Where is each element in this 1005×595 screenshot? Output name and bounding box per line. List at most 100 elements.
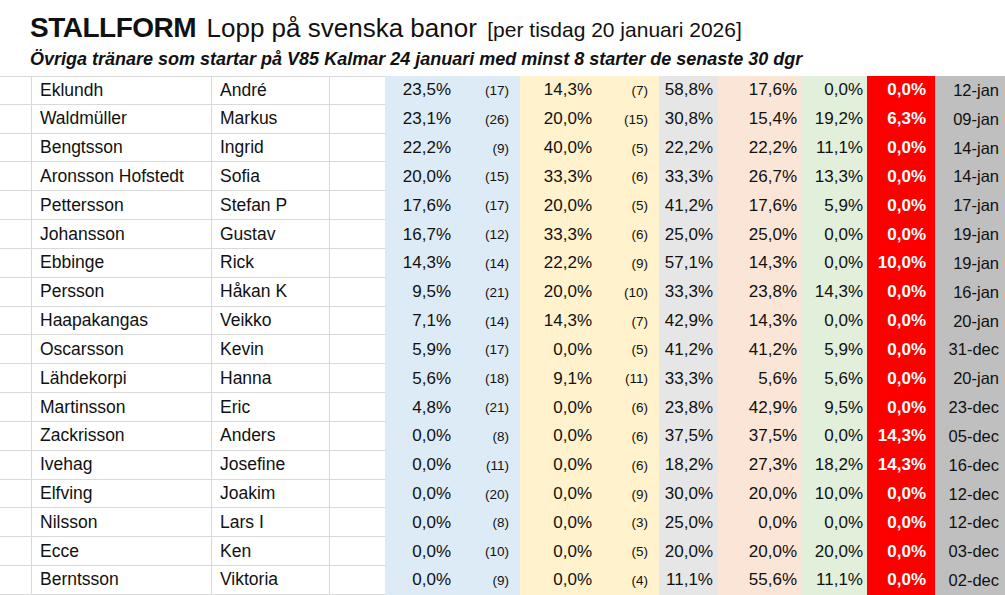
cell-count-blue[interactable]: (20) [457, 480, 520, 509]
cell-last-start-date[interactable]: 16-dec [935, 451, 1005, 480]
cell-lastname[interactable]: Waldmüller [32, 105, 212, 134]
cell-spacer[interactable] [330, 162, 385, 191]
table-row[interactable]: Bengtsson Ingrid 22,2% (9) 40,0% (5) 22,… [0, 134, 1005, 163]
cell-count-yellow[interactable]: (6) [600, 422, 659, 451]
cell-pct-gray[interactable]: 30,8% [659, 105, 718, 134]
cell-pct-gray[interactable]: 20,0% [659, 537, 718, 566]
cell-last-start-date[interactable]: 20-jan [935, 307, 1005, 336]
cell-pct-green[interactable]: 0,0% [801, 307, 867, 336]
cell-pct-green[interactable]: 10,0% [801, 480, 867, 509]
cell-spacer[interactable] [330, 220, 385, 249]
cell-pct-green[interactable]: 5,6% [801, 364, 867, 393]
cell-pct-blue[interactable]: 14,3% [385, 249, 457, 278]
cell-lastname[interactable]: Oscarsson [32, 335, 212, 364]
cell-last-start-date[interactable]: 16-jan [935, 278, 1005, 307]
cell-rownum-empty[interactable] [0, 307, 32, 336]
cell-pct-yellow[interactable]: 0,0% [520, 537, 600, 566]
cell-count-yellow[interactable]: (5) [600, 537, 659, 566]
cell-pct-green[interactable]: 0,0% [801, 76, 867, 105]
cell-pct-green[interactable]: 9,5% [801, 393, 867, 422]
cell-pct-pink[interactable]: 42,9% [718, 393, 801, 422]
table-row[interactable]: Eklundh André 23,5% (17) 14,3% (7) 58,8%… [0, 76, 1005, 105]
cell-last-start-date[interactable]: 23-dec [935, 393, 1005, 422]
cell-firstname[interactable]: Rick [212, 249, 330, 278]
cell-pct-green[interactable]: 0,0% [801, 220, 867, 249]
cell-count-yellow[interactable]: (6) [600, 451, 659, 480]
cell-spacer[interactable] [330, 480, 385, 509]
cell-rownum-empty[interactable] [0, 364, 32, 393]
cell-lastname[interactable]: Pettersson [32, 191, 212, 220]
cell-spacer[interactable] [330, 278, 385, 307]
cell-pct-blue[interactable]: 23,5% [385, 76, 457, 105]
cell-firstname[interactable]: Ingrid [212, 134, 330, 163]
cell-pct-green[interactable]: 5,9% [801, 335, 867, 364]
cell-rownum-empty[interactable] [0, 393, 32, 422]
cell-count-blue[interactable]: (15) [457, 162, 520, 191]
cell-pct-pink[interactable]: 17,6% [718, 191, 801, 220]
cell-pct-green[interactable]: 11,1% [801, 134, 867, 163]
cell-lastname[interactable]: Zackrisson [32, 422, 212, 451]
cell-pct-blue[interactable]: 0,0% [385, 537, 457, 566]
table-row[interactable]: Ebbinge Rick 14,3% (14) 22,2% (9) 57,1% … [0, 249, 1005, 278]
cell-lastname[interactable]: Ecce [32, 537, 212, 566]
cell-pct-gray[interactable]: 42,9% [659, 307, 718, 336]
cell-pct-gray[interactable]: 58,8% [659, 76, 718, 105]
cell-last-start-date[interactable]: 20-jan [935, 364, 1005, 393]
cell-pct-gray[interactable]: 33,3% [659, 162, 718, 191]
cell-pct-blue[interactable]: 7,1% [385, 307, 457, 336]
cell-count-blue[interactable]: (9) [457, 134, 520, 163]
cell-rownum-empty[interactable] [0, 76, 32, 105]
cell-count-blue[interactable]: (10) [457, 537, 520, 566]
cell-count-yellow[interactable]: (4) [600, 566, 659, 595]
cell-pct-blue[interactable]: 0,0% [385, 422, 457, 451]
cell-lastname[interactable]: Bengtsson [32, 134, 212, 163]
table-row[interactable]: Nilsson Lars I 0,0% (8) 0,0% (3) 25,0% 0… [0, 508, 1005, 537]
cell-pct-pink[interactable]: 14,3% [718, 307, 801, 336]
cell-pct-blue[interactable]: 5,9% [385, 335, 457, 364]
cell-spacer[interactable] [330, 393, 385, 422]
cell-pct-yellow[interactable]: 14,3% [520, 76, 600, 105]
cell-rownum-empty[interactable] [0, 134, 32, 163]
cell-pct-green[interactable]: 13,3% [801, 162, 867, 191]
cell-pct-red[interactable]: 14,3% [867, 422, 935, 451]
cell-count-blue[interactable]: (14) [457, 307, 520, 336]
cell-pct-gray[interactable]: 11,1% [659, 566, 718, 595]
cell-count-blue[interactable]: (11) [457, 451, 520, 480]
cell-last-start-date[interactable]: 14-jan [935, 134, 1005, 163]
cell-count-yellow[interactable]: (3) [600, 508, 659, 537]
table-row[interactable]: Elfving Joakim 0,0% (20) 0,0% (9) 30,0% … [0, 480, 1005, 509]
cell-lastname[interactable]: Ivehag [32, 451, 212, 480]
cell-lastname[interactable]: Johansson [32, 220, 212, 249]
cell-firstname[interactable]: Joakim [212, 480, 330, 509]
table-row[interactable]: Aronsson Hofstedt Sofia 20,0% (15) 33,3%… [0, 162, 1005, 191]
cell-pct-green[interactable]: 20,0% [801, 537, 867, 566]
cell-firstname[interactable]: Ken [212, 537, 330, 566]
cell-pct-yellow[interactable]: 20,0% [520, 105, 600, 134]
cell-pct-red[interactable]: 0,0% [867, 537, 935, 566]
cell-rownum-empty[interactable] [0, 220, 32, 249]
cell-firstname[interactable]: Josefine [212, 451, 330, 480]
cell-pct-yellow[interactable]: 33,3% [520, 162, 600, 191]
cell-pct-pink[interactable]: 23,8% [718, 278, 801, 307]
cell-firstname[interactable]: Kevin [212, 335, 330, 364]
cell-pct-yellow[interactable]: 14,3% [520, 307, 600, 336]
cell-count-yellow[interactable]: (15) [600, 105, 659, 134]
table-row[interactable]: Lähdekorpi Hanna 5,6% (18) 9,1% (11) 33,… [0, 364, 1005, 393]
cell-spacer[interactable] [330, 566, 385, 595]
table-row[interactable]: Berntsson Viktoria 0,0% (9) 0,0% (4) 11,… [0, 566, 1005, 595]
cell-lastname[interactable]: Elfving [32, 480, 212, 509]
cell-pct-green[interactable]: 14,3% [801, 278, 867, 307]
table-row[interactable]: Ivehag Josefine 0,0% (11) 0,0% (6) 18,2%… [0, 451, 1005, 480]
cell-pct-blue[interactable]: 23,1% [385, 105, 457, 134]
cell-rownum-empty[interactable] [0, 451, 32, 480]
cell-pct-yellow[interactable]: 40,0% [520, 134, 600, 163]
cell-pct-yellow[interactable]: 0,0% [520, 393, 600, 422]
cell-count-yellow[interactable]: (9) [600, 480, 659, 509]
cell-pct-gray[interactable]: 41,2% [659, 335, 718, 364]
cell-pct-red[interactable]: 0,0% [867, 566, 935, 595]
cell-firstname[interactable]: Sofia [212, 162, 330, 191]
cell-pct-blue[interactable]: 0,0% [385, 451, 457, 480]
cell-count-yellow[interactable]: (10) [600, 278, 659, 307]
cell-last-start-date[interactable]: 09-jan [935, 105, 1005, 134]
cell-lastname[interactable]: Lähdekorpi [32, 364, 212, 393]
